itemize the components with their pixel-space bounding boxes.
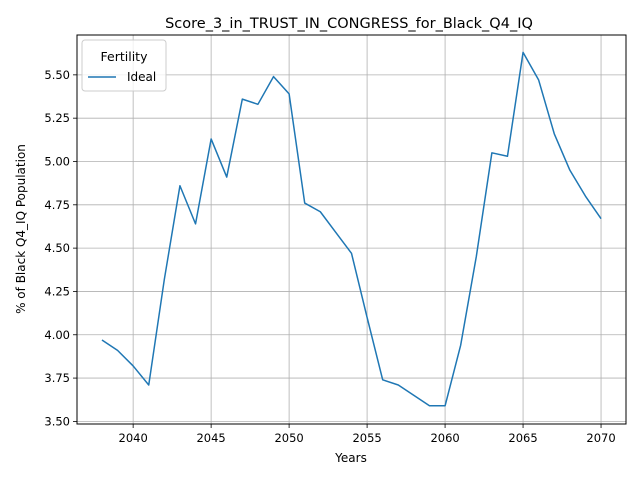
- series-lines: [101, 51, 602, 407]
- x-tick-label: 2040: [119, 431, 148, 445]
- y-tick-label: 4.25: [44, 284, 70, 298]
- y-tick-label: 5.50: [44, 68, 70, 82]
- x-tick-label: 2050: [274, 431, 303, 445]
- x-tick-label: 2060: [430, 431, 459, 445]
- x-tick-label: 2055: [352, 431, 381, 445]
- x-axis-label: Years: [334, 451, 367, 465]
- x-tick-label: 2065: [508, 431, 537, 445]
- series-line-ideal: [101, 51, 602, 407]
- y-tick-label: 3.50: [44, 414, 70, 428]
- plot-area-frame: [76, 34, 627, 425]
- x-axis-ticks: 2040 2045 2050 2055 2060 2065 2070: [119, 424, 616, 445]
- legend-box: [81, 39, 167, 92]
- y-axis-label: % of Black Q4_IQ Population: [14, 144, 28, 314]
- x-tick-label: 2045: [196, 431, 225, 445]
- y-tick-label: 4.50: [44, 241, 70, 255]
- chart-title: Score_3_in_TRUST_IN_CONGRESS_for_Black_Q…: [165, 16, 533, 32]
- grid-lines: [77, 35, 626, 424]
- y-tick-label: 4.75: [44, 198, 70, 212]
- y-axis-ticks: 3.50 3.75 4.00 4.25 4.50 4.75 5.00 5.25 5.50: [44, 68, 77, 428]
- legend-label-ideal: Ideal: [127, 70, 156, 84]
- y-tick-label: 4.00: [44, 328, 70, 342]
- y-tick-label: 5.00: [44, 154, 70, 168]
- legend: Fertility Ideal: [81, 39, 167, 92]
- legend-title: Fertility: [101, 49, 149, 64]
- y-tick-label: 5.25: [44, 111, 70, 125]
- y-tick-label: 3.75: [44, 371, 70, 385]
- x-tick-label: 2070: [586, 431, 615, 445]
